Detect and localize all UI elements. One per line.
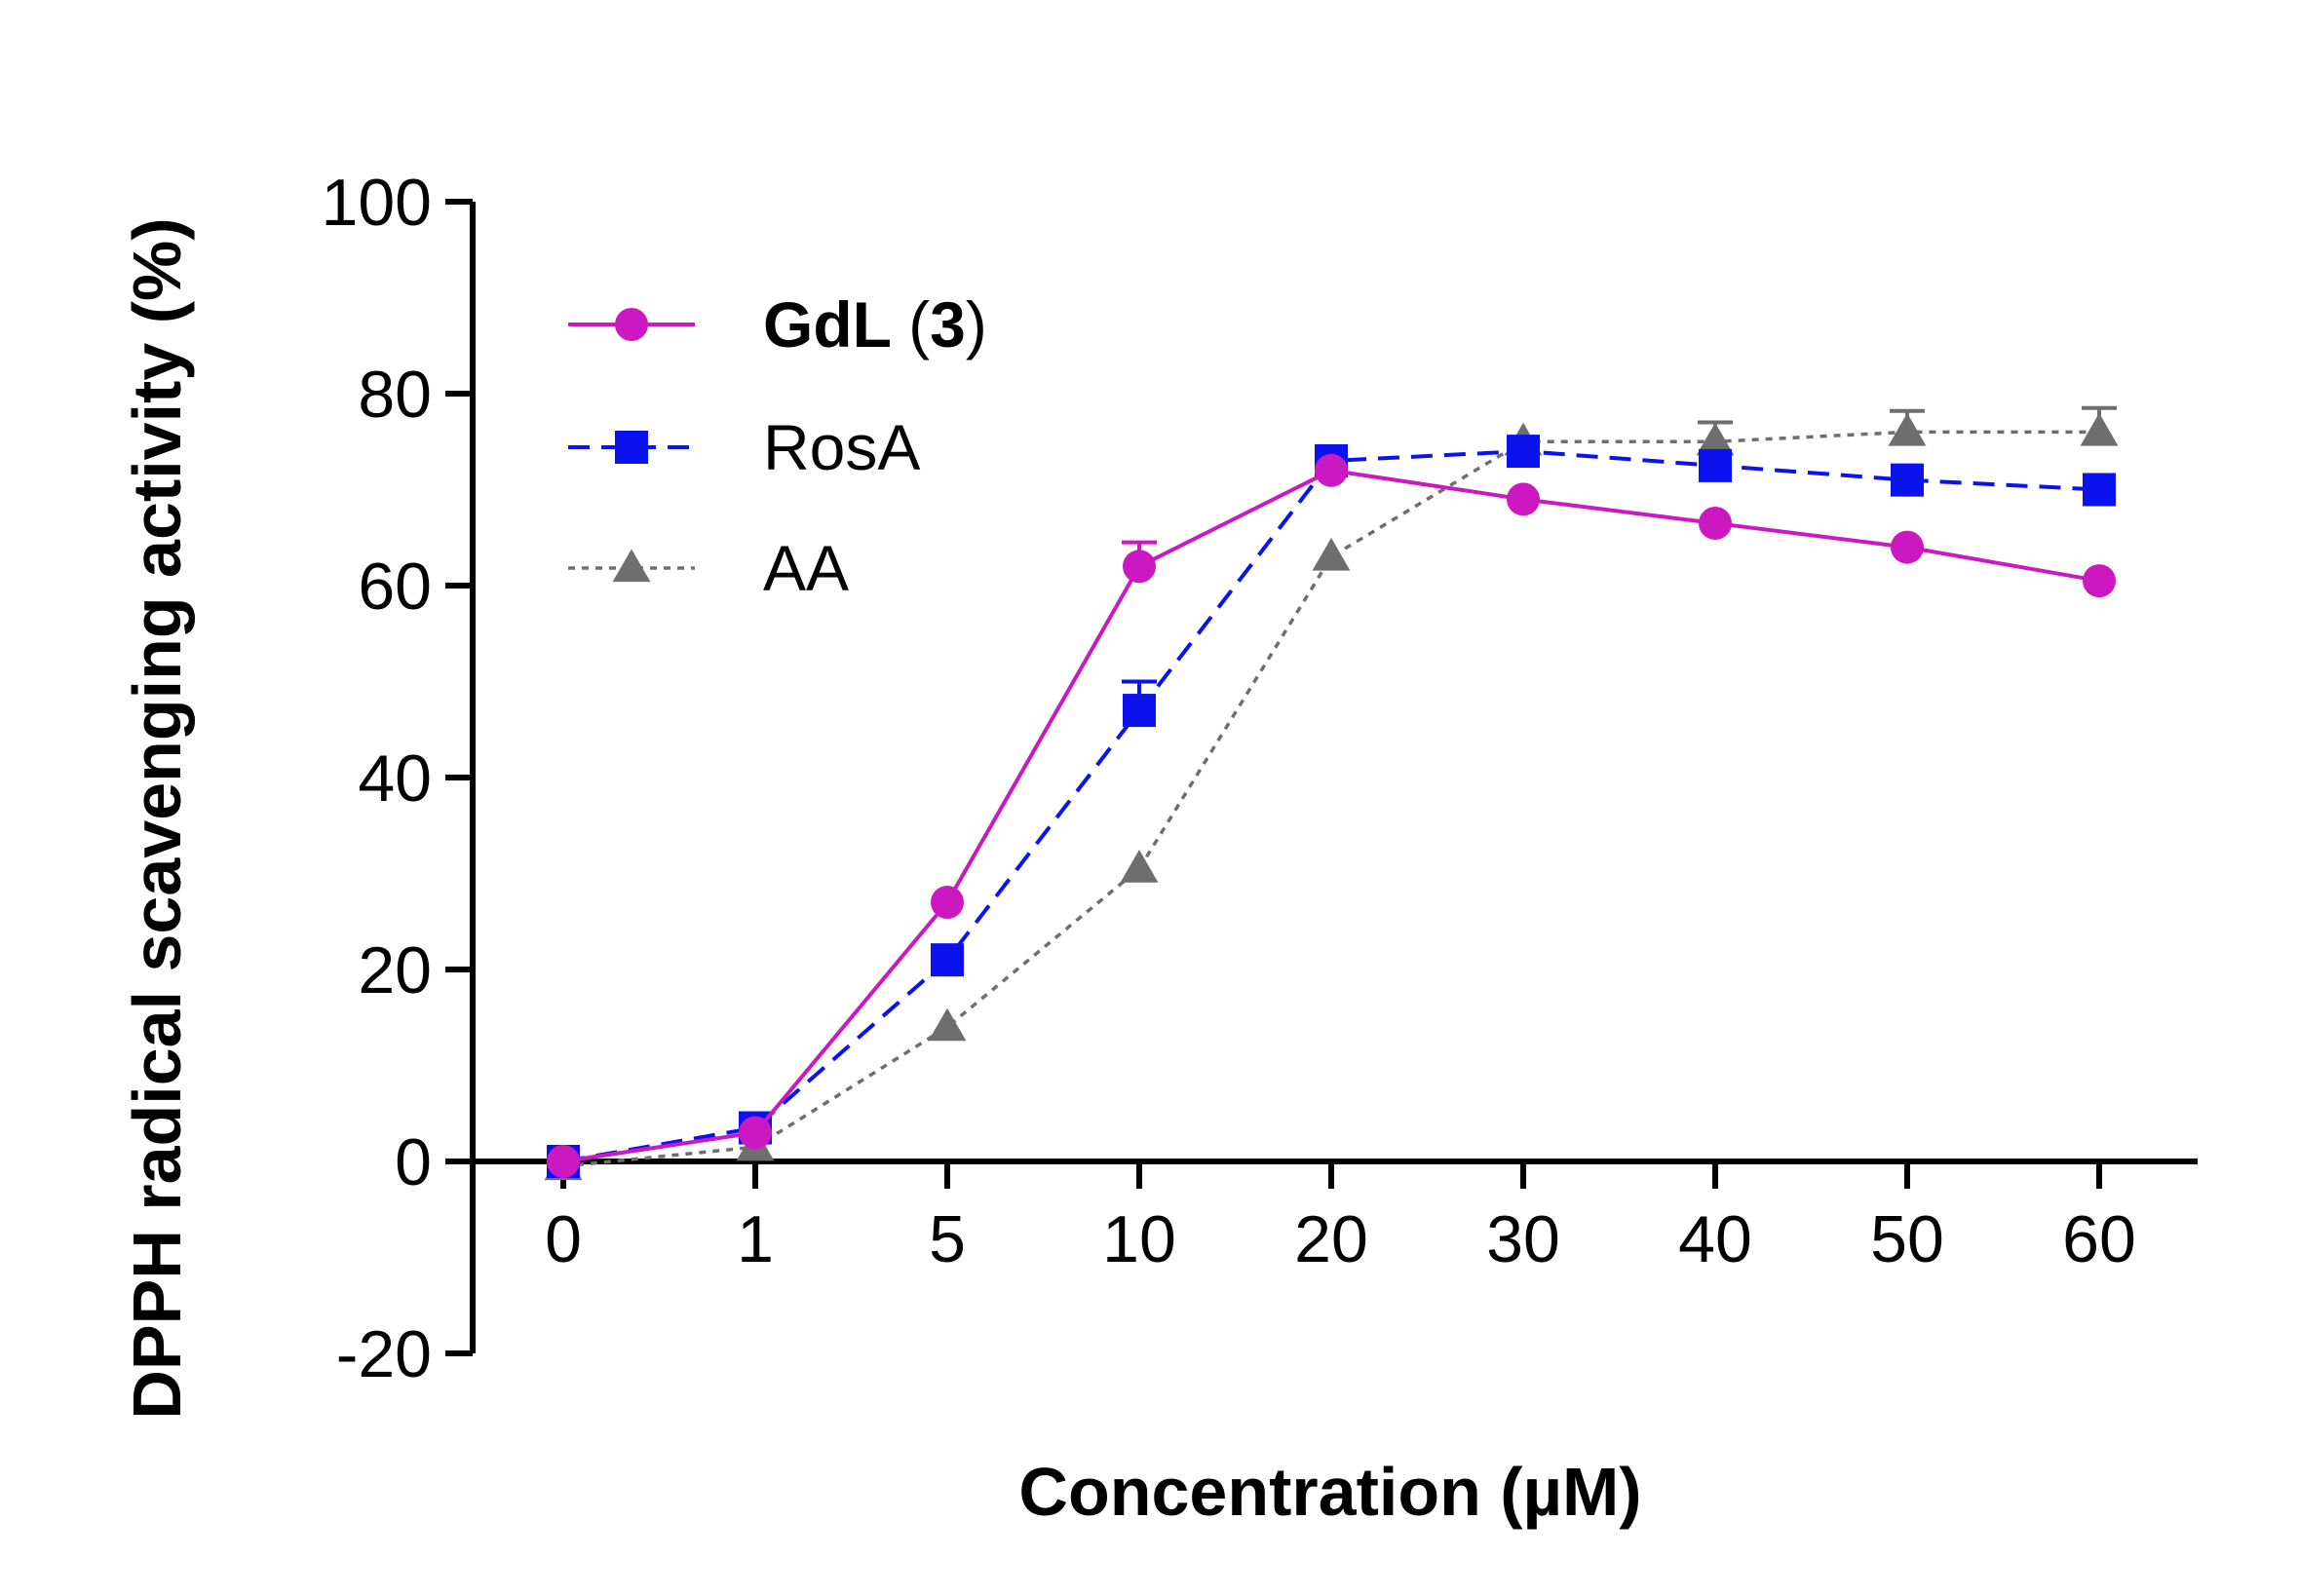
x-axis-title: Concentration (µM) — [1018, 1454, 1641, 1530]
x-tick-label: 10 — [1102, 1202, 1176, 1276]
x-tick-label: 50 — [1870, 1202, 1944, 1276]
legend-marker — [615, 431, 648, 464]
legend-label: AA — [763, 532, 849, 604]
series-aa — [544, 405, 2119, 1181]
legend-label: RosA — [763, 411, 920, 483]
data-point — [1312, 537, 1351, 571]
x-tick-label: 0 — [545, 1202, 582, 1276]
data-point — [1123, 694, 1156, 728]
data-point — [1891, 530, 1924, 564]
series-gdl — [547, 453, 2116, 1178]
data-point — [547, 1145, 580, 1178]
x-tick-label: 20 — [1294, 1202, 1368, 1276]
series-layer — [544, 405, 2119, 1181]
y-tick-label: 100 — [322, 166, 432, 240]
data-point — [1507, 482, 1540, 516]
y-axis-title: DPPH radical scavenging activity (%) — [119, 217, 195, 1419]
legend-marker — [615, 308, 648, 341]
y-tick-label: 0 — [395, 1125, 432, 1199]
data-point — [1507, 435, 1540, 469]
x-tick-label: 40 — [1678, 1202, 1752, 1276]
y-tick-label: 60 — [358, 550, 432, 624]
data-point — [1120, 850, 1159, 883]
legend: GdL (3) RosA AA — [568, 288, 987, 604]
data-point — [2083, 473, 2116, 507]
data-point — [1888, 412, 1927, 446]
legend-item-rosa: RosA — [568, 411, 920, 483]
legend-item-aa: AA — [568, 532, 849, 604]
data-point — [1123, 550, 1156, 584]
data-point — [928, 1007, 967, 1042]
data-point — [1891, 463, 1924, 497]
data-point — [931, 886, 964, 920]
axes: -20 0 20 40 60 80 100 0 1 5 10 20 30 40 50 60 — [322, 166, 2198, 1391]
y-tick-label: 80 — [358, 358, 432, 432]
legend-item-gdl: GdL (3) — [568, 288, 987, 361]
y-tick-label: 40 — [358, 741, 432, 816]
legend-marker — [612, 549, 651, 583]
x-tick-label: 1 — [737, 1202, 774, 1276]
data-point — [1699, 506, 1732, 540]
x-tick-label: 5 — [929, 1202, 966, 1276]
data-point — [931, 943, 964, 977]
data-point — [739, 1116, 772, 1150]
y-tick-label: -20 — [336, 1317, 432, 1391]
data-point — [1699, 448, 1732, 482]
legend-label: GdL (3) — [763, 288, 987, 361]
data-point — [1696, 422, 1735, 456]
y-tick-label: 20 — [358, 933, 432, 1007]
data-point — [1315, 453, 1348, 487]
data-point — [2083, 564, 2116, 598]
data-point — [2080, 412, 2119, 446]
x-tick-label: 30 — [1486, 1202, 1560, 1276]
x-tick-label: 60 — [2062, 1202, 2136, 1276]
